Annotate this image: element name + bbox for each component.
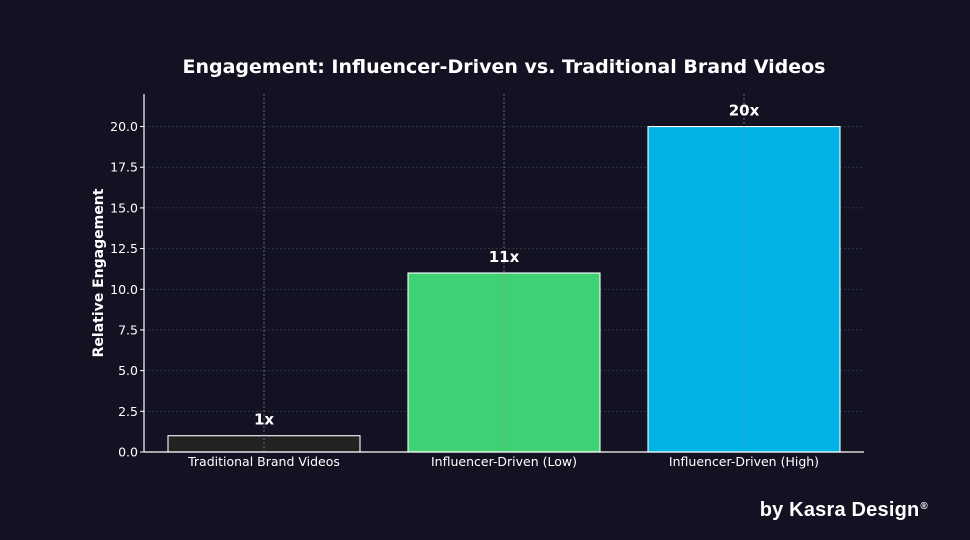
y-tick-label: 17.5 (110, 160, 138, 175)
x-tick-label: Influencer-Driven (Low) (431, 454, 577, 469)
data-label: 1x (254, 411, 274, 429)
chart-title: Engagement: Influencer-Driven vs. Tradit… (183, 56, 826, 78)
y-tick-label: 2.5 (118, 404, 138, 419)
data-label: 20x (729, 102, 760, 120)
y-tick-label: 12.5 (110, 241, 138, 256)
axes (140, 94, 864, 453)
y-tick-label: 0.0 (118, 445, 138, 460)
watermark: by Kasra Design® (760, 499, 928, 522)
data-label: 11x (489, 248, 520, 266)
registered-mark: ® (920, 501, 928, 512)
y-axis-label: Relative Engagement (91, 188, 107, 357)
bar (647, 125, 841, 453)
y-tick-label: 15.0 (110, 200, 138, 215)
x-tick-label: Influencer-Driven (High) (669, 454, 819, 469)
y-tick-label: 5.0 (118, 363, 138, 378)
y-tick-label: 20.0 (110, 119, 138, 134)
x-tick-label: Traditional Brand Videos (187, 454, 340, 469)
data-labels: 1x 11x 20x (254, 102, 760, 429)
y-tick-label: 10.0 (110, 282, 138, 297)
y-tick-label: 7.5 (118, 322, 138, 337)
tick-labels: 0.0 2.5 5.0 7.5 10.0 12.5 15.0 17.5 20.0 Traditio… (110, 119, 819, 469)
watermark-text: by Kasra Design (759, 499, 920, 521)
